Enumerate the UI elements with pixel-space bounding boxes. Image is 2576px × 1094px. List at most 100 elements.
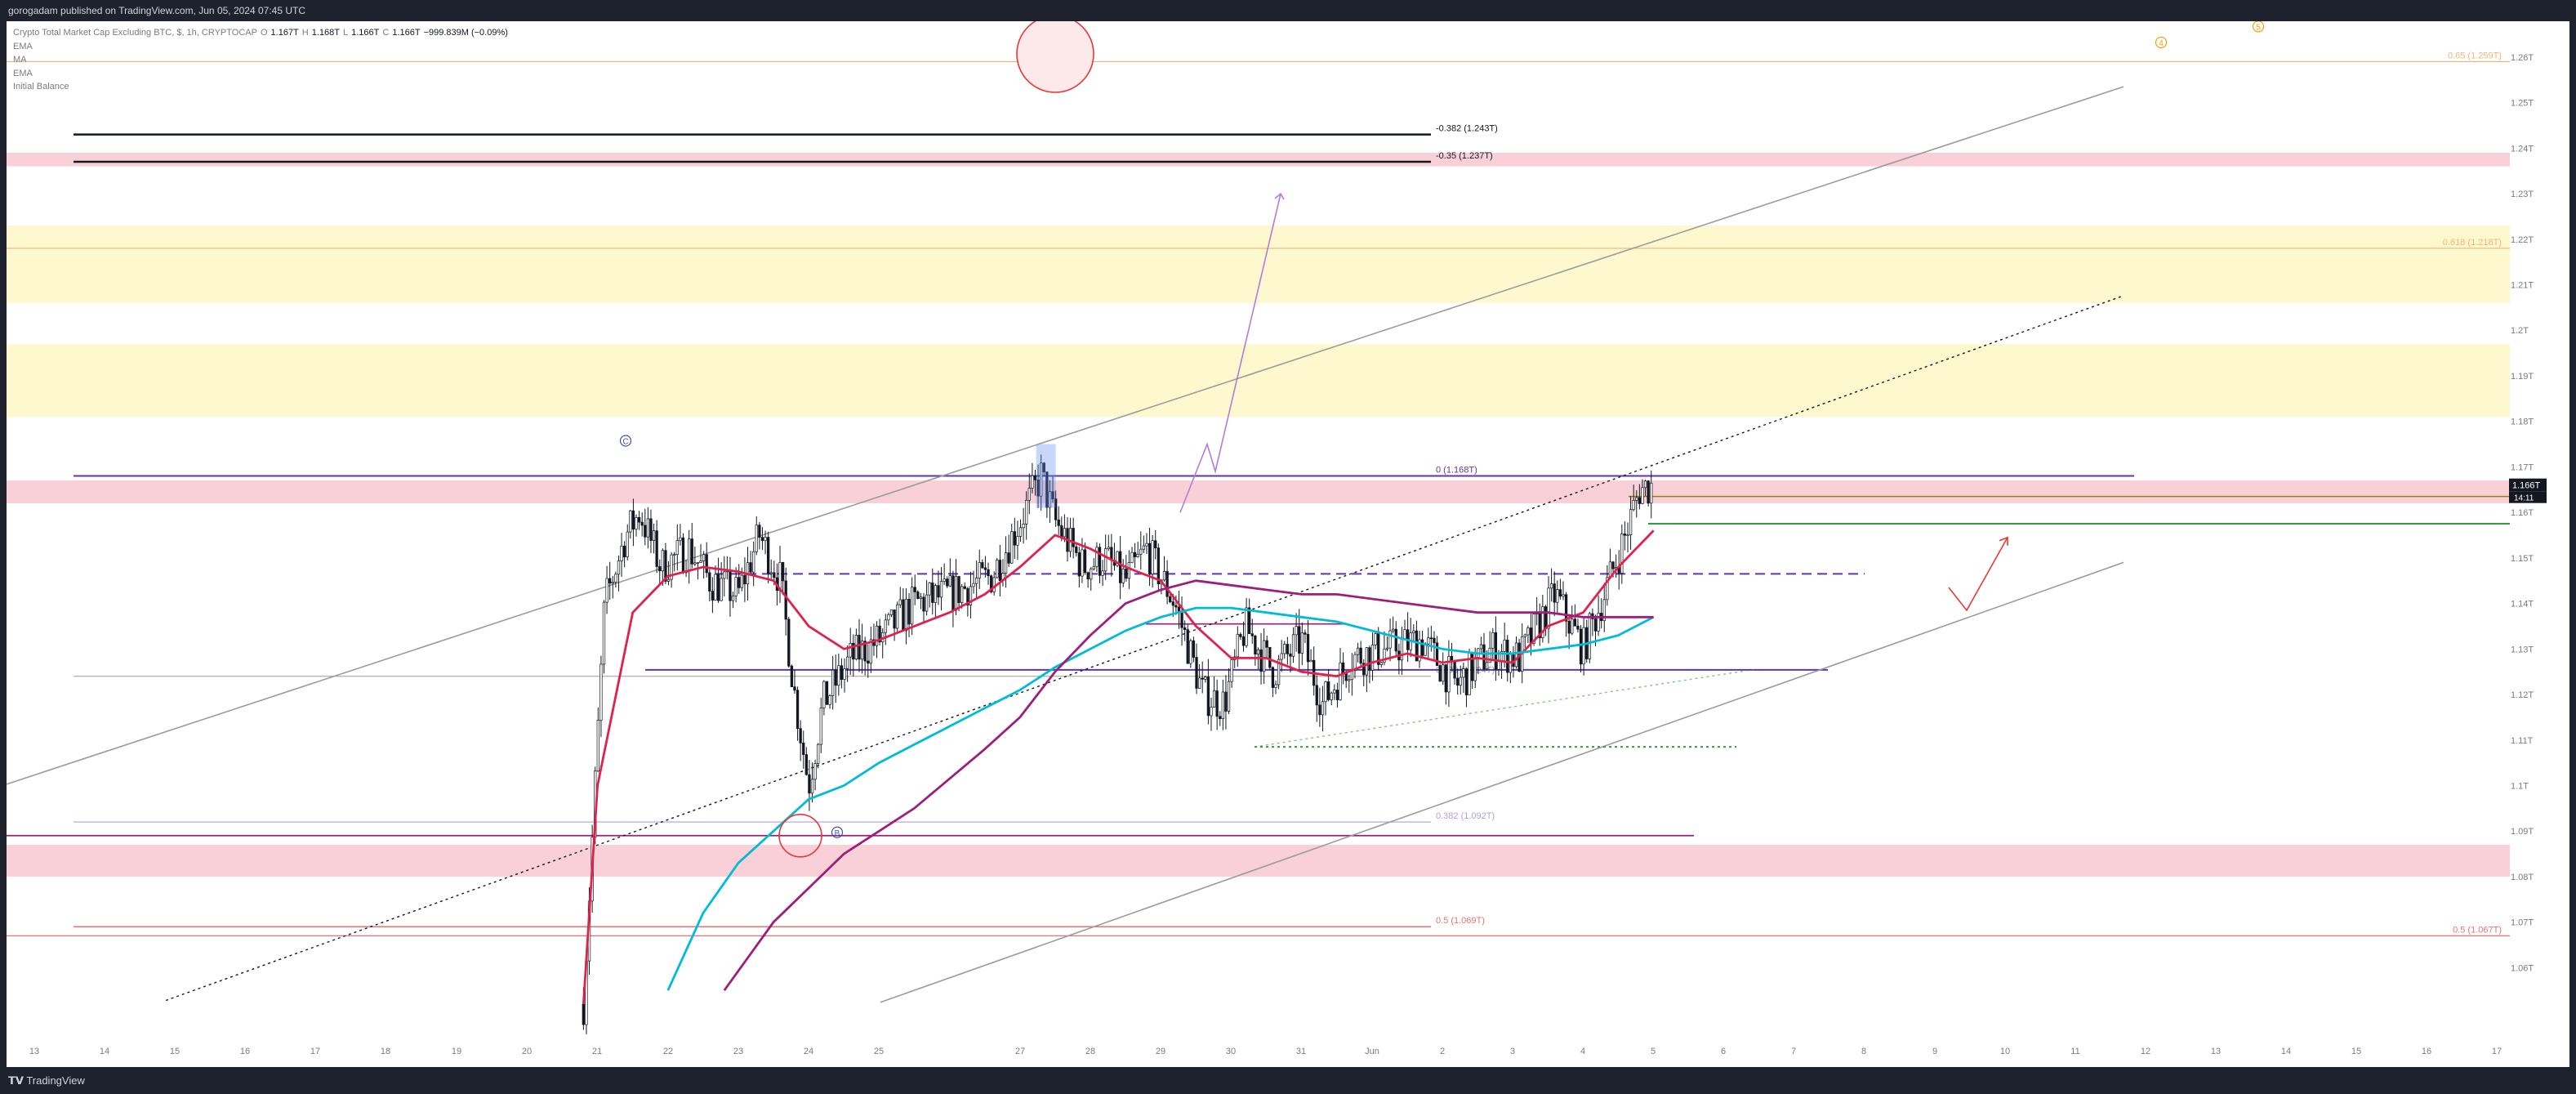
candle-body <box>1174 605 1178 608</box>
candle-body <box>1101 570 1104 576</box>
candle-body <box>1370 645 1375 671</box>
candle-body <box>1576 625 1580 630</box>
candle-body <box>1571 618 1574 634</box>
zone-pink-4 <box>7 844 2510 877</box>
candle-body <box>1350 670 1354 681</box>
candle-body <box>1488 647 1491 663</box>
candle-body <box>819 708 822 745</box>
candle-body <box>1388 630 1392 649</box>
candle-body <box>1306 634 1310 663</box>
candle-body <box>1326 681 1330 700</box>
candle-body <box>1086 572 1090 580</box>
candle-body <box>661 550 664 572</box>
candle-body <box>931 583 934 603</box>
candle-body <box>787 618 791 667</box>
candle-body <box>1558 589 1562 597</box>
candle-body <box>1197 677 1201 689</box>
x-tick-label: 20 <box>522 1047 532 1056</box>
legend-c-label: C <box>382 28 390 38</box>
candle-body <box>1215 690 1219 717</box>
zone-pink-3 <box>7 480 2510 503</box>
x-tick-label: 15 <box>2351 1047 2361 1056</box>
candle-body <box>699 560 702 563</box>
x-tick-label: 5 <box>1651 1047 1656 1056</box>
candle-body <box>1541 606 1544 638</box>
candle-body <box>1051 491 1054 500</box>
candle-body <box>837 665 840 686</box>
candle-body <box>702 554 706 561</box>
candle-body <box>974 578 978 584</box>
candle-body <box>954 576 958 611</box>
candle-body <box>681 537 685 574</box>
candle-body <box>1265 640 1268 648</box>
candle-body <box>957 576 960 603</box>
extended-fib-label: 0.5 (1.067T) <box>2453 925 2502 935</box>
tradingview-logo[interactable]: 𝗧𝗩 TradingView <box>8 1074 85 1087</box>
candle-body <box>808 774 811 794</box>
candle-body <box>996 560 999 578</box>
candle-body <box>1057 519 1060 526</box>
candle-body <box>1145 543 1148 547</box>
candle-body <box>1464 668 1468 695</box>
candle-body <box>858 635 861 660</box>
candle-body <box>1300 632 1304 654</box>
candle-body <box>637 516 641 523</box>
extended-fib-label: 0.65 (1.259T) <box>2448 51 2502 60</box>
candle-body <box>983 567 987 570</box>
candle-body <box>1125 569 1128 579</box>
candle-body <box>1107 547 1110 550</box>
legend-h-label: H <box>301 28 309 38</box>
candle-body <box>1556 589 1559 603</box>
candle-body <box>1133 551 1137 557</box>
candle-body <box>714 574 717 601</box>
candle-body <box>1456 677 1460 686</box>
candle-body <box>1286 644 1290 654</box>
channel-lower-line <box>880 561 2124 1003</box>
candle-body <box>1514 642 1518 668</box>
last-price-label: 1.166T <box>2512 481 2541 491</box>
x-tick-label: 12 <box>2141 1047 2150 1056</box>
candle-body <box>1083 549 1087 574</box>
candle-body <box>1186 629 1189 664</box>
candle-body <box>688 538 691 572</box>
candle-body <box>1127 562 1131 579</box>
candle-body <box>884 619 887 633</box>
candle-body <box>1236 633 1239 658</box>
candle-body <box>1289 653 1292 657</box>
legend-indicator-ema[interactable]: EMA <box>13 41 33 51</box>
candle-body <box>734 577 738 596</box>
candle-body <box>1377 633 1380 665</box>
legend-symbol: Crypto Total Market Cap Excluding BTC, $… <box>13 28 257 38</box>
candle-body <box>1262 640 1266 672</box>
candle-body <box>1241 636 1246 646</box>
candle-body <box>978 562 981 578</box>
x-tick-label: 19 <box>452 1047 461 1056</box>
legend-indicator-ema-2[interactable]: EMA <box>13 68 33 78</box>
candle-body <box>1602 599 1606 622</box>
candle-body <box>1526 627 1530 636</box>
legend-high: 1.168T <box>311 28 340 38</box>
candle-body <box>1638 497 1642 504</box>
x-tick-label: 13 <box>2211 1047 2221 1056</box>
candle-body <box>1567 620 1571 634</box>
candle-body <box>822 681 826 708</box>
candle-body <box>1641 487 1644 504</box>
y-tick-label: 1.26T <box>2511 53 2534 63</box>
legend-indicator-initial-balance[interactable]: Initial Balance <box>13 82 69 92</box>
candle-body <box>1321 701 1325 716</box>
price-chart[interactable]: -0.382 (1.243T) -0.35 (1.237T) 0 (1.168T) 0… <box>7 21 2569 1067</box>
candle-body <box>1573 618 1576 627</box>
candle-body <box>1462 668 1465 678</box>
candle-body <box>1045 471 1049 508</box>
candle-body <box>902 599 905 632</box>
y-tick-label: 1.12T <box>2511 690 2534 700</box>
legend-indicator-ma[interactable]: MA <box>13 55 27 65</box>
candle-body <box>893 610 896 629</box>
candle-body <box>1104 548 1108 572</box>
candle-body <box>1042 462 1045 473</box>
candle-body <box>1081 549 1084 577</box>
candle-body <box>758 525 761 538</box>
wave-label-circle <box>619 435 632 447</box>
x-tick-label: 16 <box>240 1047 250 1056</box>
y-tick-label: 1.06T <box>2511 963 2534 973</box>
